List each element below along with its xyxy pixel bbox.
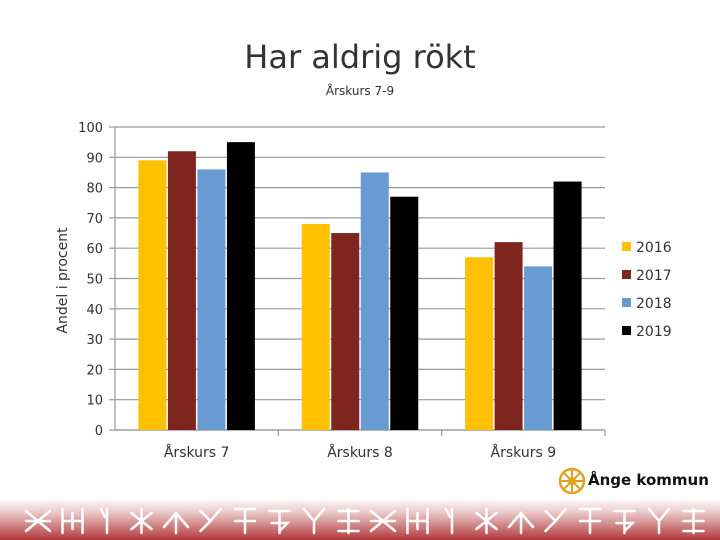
y-tick-label: 90	[86, 151, 103, 166]
rune-glyph	[578, 507, 602, 535]
bar-2016-1	[138, 160, 167, 430]
rune-glyph	[682, 507, 705, 535]
rune-glyph	[406, 507, 429, 535]
bar-2018-3	[524, 266, 553, 430]
y-tick-label: 30	[86, 333, 103, 348]
rune-glyph	[24, 509, 52, 533]
bar-2016-2	[301, 223, 330, 430]
bar-2017-2	[331, 233, 360, 430]
bar-2018-1	[197, 169, 226, 431]
legend-swatch-2017	[622, 270, 631, 279]
y-tick-label: 20	[86, 363, 103, 378]
rune-glyph	[444, 507, 454, 535]
bar-2017-1	[167, 151, 196, 431]
y-tick-label: 40	[86, 303, 103, 318]
legend-label-2017: 2017	[636, 268, 672, 284]
bar-2019-1	[226, 142, 255, 430]
y-tick-label: 100	[78, 121, 103, 136]
bar-chart: 0 10 20 30 40 50 60 70 80 90 100 Andel i procent Års…	[55, 121, 672, 461]
bar-2018-2	[360, 172, 389, 430]
rune-glyph	[268, 509, 291, 535]
rune-glyph	[507, 511, 535, 535]
logo-text: Ånge kommun	[588, 471, 709, 489]
rune-glyph	[369, 509, 397, 533]
x-tick-label: Årskurs 7	[164, 444, 230, 461]
legend-label-2018: 2018	[636, 296, 672, 312]
y-tick-label: 80	[86, 182, 103, 197]
rune-glyph	[130, 507, 153, 535]
bar-2016-3	[465, 257, 494, 430]
rune-glyph	[544, 507, 567, 533]
rune-glyph	[613, 509, 636, 535]
legend-label-2019: 2019	[636, 324, 672, 340]
x-tick-label: Årskurs 8	[327, 444, 393, 461]
chart-title: Har aldrig rökt	[244, 38, 476, 76]
y-tick-label: 10	[86, 394, 103, 409]
sun-emblem-icon	[558, 467, 586, 495]
runic-border-pattern	[0, 498, 720, 540]
legend-label-2016: 2016	[636, 240, 672, 256]
x-tick-label: Årskurs 9	[491, 444, 557, 461]
legend-swatch-2019	[622, 326, 631, 335]
rune-glyph	[337, 507, 360, 535]
bar-2019-2	[390, 196, 419, 430]
rune-glyph	[61, 507, 84, 535]
rune-glyph	[162, 511, 190, 535]
rune-glyph	[647, 507, 671, 535]
y-tick-label: 70	[86, 212, 103, 227]
y-axis-label: Andel i procent	[55, 227, 71, 334]
legend-swatch-2018	[622, 298, 631, 307]
bar-2019-3	[553, 181, 582, 430]
chart-subtitle: Årskurs 7-9	[325, 84, 395, 98]
y-tick-label: 50	[86, 273, 103, 288]
y-tick-label: 60	[86, 242, 103, 257]
rune-glyph	[475, 507, 498, 535]
rune-glyph	[99, 507, 109, 535]
rune-glyph	[302, 507, 326, 535]
rune-glyph	[199, 507, 222, 533]
legend-swatch-2016	[622, 242, 631, 251]
y-tick-label: 0	[95, 424, 103, 439]
bar-2017-3	[494, 242, 523, 430]
rune-glyph	[233, 507, 257, 535]
